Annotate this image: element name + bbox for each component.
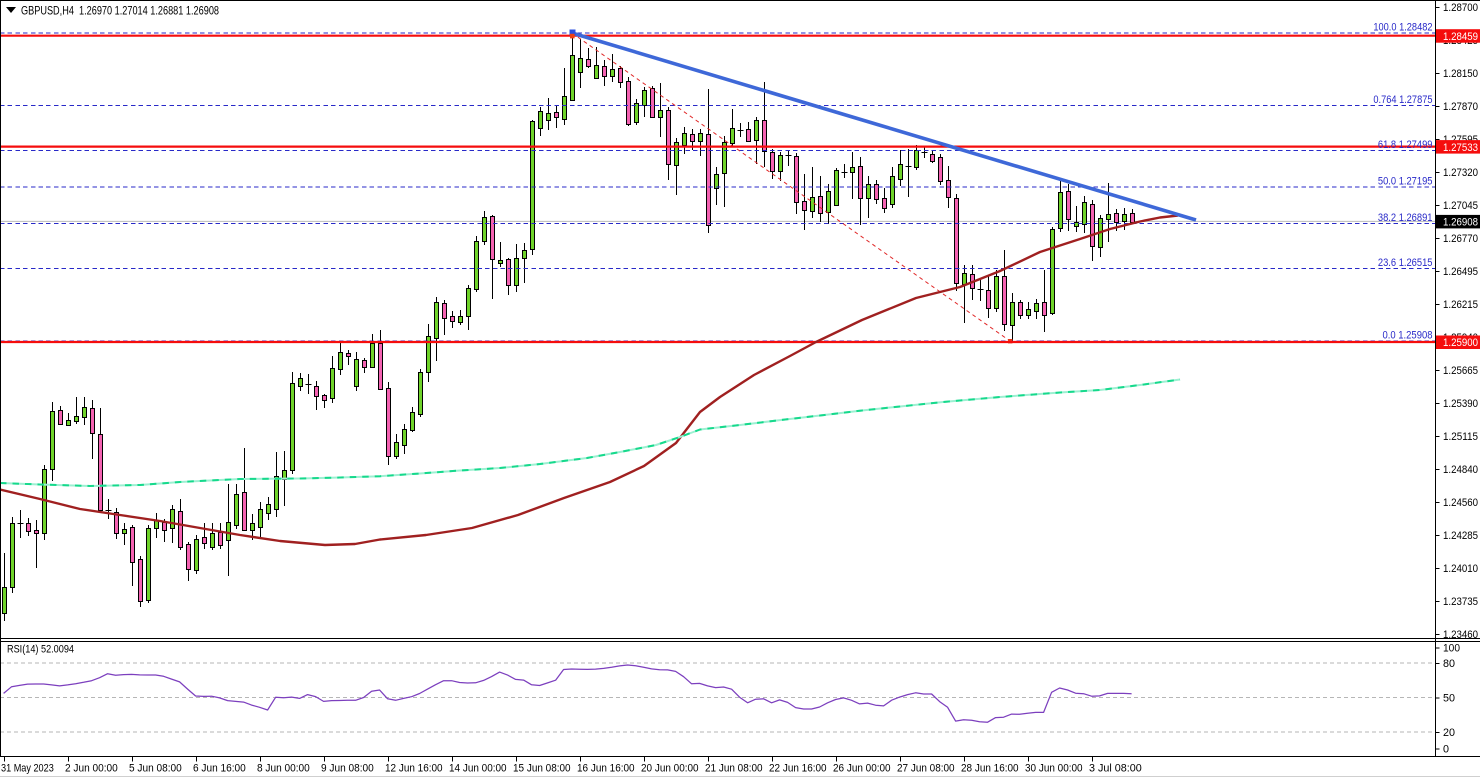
svg-text:1.24560: 1.24560 xyxy=(1443,497,1478,509)
svg-text:1.24010: 1.24010 xyxy=(1443,563,1478,575)
svg-text:30 Jun 00:00: 30 Jun 00:00 xyxy=(1025,763,1083,775)
svg-text:31 May 2023: 31 May 2023 xyxy=(1,763,54,775)
svg-text:1.24840: 1.24840 xyxy=(1443,464,1478,476)
svg-text:RSI(14) 52.0094: RSI(14) 52.0094 xyxy=(7,644,74,656)
svg-text:2 Jun 00:00: 2 Jun 00:00 xyxy=(65,763,118,775)
svg-text:8 Jun 00:00: 8 Jun 00:00 xyxy=(257,763,310,775)
svg-text:1.24285: 1.24285 xyxy=(1443,530,1478,542)
svg-text:1.27320: 1.27320 xyxy=(1443,167,1478,179)
svg-text:20 Jun 00:00: 20 Jun 00:00 xyxy=(641,763,699,775)
svg-text:14 Jun 00:00: 14 Jun 00:00 xyxy=(449,763,507,775)
svg-text:1.27045: 1.27045 xyxy=(1443,200,1478,212)
svg-text:3 Jul 08:00: 3 Jul 08:00 xyxy=(1089,763,1142,775)
svg-text:50: 50 xyxy=(1443,693,1455,705)
svg-text:1.28700: 1.28700 xyxy=(1443,2,1478,14)
svg-text:0.764 1.27875: 0.764 1.27875 xyxy=(1373,94,1432,106)
svg-text:1.26770: 1.26770 xyxy=(1443,233,1478,245)
svg-text:1.28459: 1.28459 xyxy=(1443,31,1478,43)
svg-text:0.0 1.25908: 0.0 1.25908 xyxy=(1383,330,1433,342)
svg-text:5 Jun 08:00: 5 Jun 08:00 xyxy=(129,763,182,775)
svg-text:6 Jun 16:00: 6 Jun 16:00 xyxy=(193,763,246,775)
svg-text:1.26495: 1.26495 xyxy=(1443,266,1478,278)
svg-text:80: 80 xyxy=(1443,658,1455,670)
svg-text:16 Jun 16:00: 16 Jun 16:00 xyxy=(577,763,635,775)
svg-text:20: 20 xyxy=(1443,727,1455,739)
svg-text:26 Jun 00:00: 26 Jun 00:00 xyxy=(833,763,891,775)
svg-text:1.28150: 1.28150 xyxy=(1443,68,1478,80)
svg-text:1.23460: 1.23460 xyxy=(1443,629,1478,641)
svg-text:61.8 1.27499: 61.8 1.27499 xyxy=(1378,139,1433,151)
svg-text:9 Jun 08:00: 9 Jun 08:00 xyxy=(321,763,374,775)
svg-text:15 Jun 08:00: 15 Jun 08:00 xyxy=(513,763,571,775)
svg-text:28 Jun 16:00: 28 Jun 16:00 xyxy=(961,763,1019,775)
svg-text:GBPUSD,H4 1.26970 1.27014 1.2: GBPUSD,H4 1.26970 1.27014 1.26881 1.2690… xyxy=(21,4,219,18)
svg-text:23.6 1.26515: 23.6 1.26515 xyxy=(1378,257,1433,269)
svg-text:1.26215: 1.26215 xyxy=(1443,299,1478,311)
svg-text:100.0 1.28482: 100.0 1.28482 xyxy=(1373,22,1432,34)
svg-text:1.25900: 1.25900 xyxy=(1443,337,1478,349)
svg-text:12 Jun 16:00: 12 Jun 16:00 xyxy=(385,763,443,775)
svg-text:22 Jun 16:00: 22 Jun 16:00 xyxy=(769,763,827,775)
svg-text:1.25665: 1.25665 xyxy=(1443,365,1478,377)
svg-text:50.0 1.27195: 50.0 1.27195 xyxy=(1378,176,1433,188)
svg-text:1.25390: 1.25390 xyxy=(1443,398,1478,410)
svg-text:0: 0 xyxy=(1443,744,1449,756)
svg-text:1.23735: 1.23735 xyxy=(1443,596,1478,608)
svg-text:27 Jun 08:00: 27 Jun 08:00 xyxy=(897,763,955,775)
svg-text:1.25115: 1.25115 xyxy=(1443,431,1478,443)
svg-text:21 Jun 08:00: 21 Jun 08:00 xyxy=(705,763,763,775)
svg-text:38.2 1.26891: 38.2 1.26891 xyxy=(1378,212,1433,224)
svg-text:1.27533: 1.27533 xyxy=(1443,142,1478,154)
svg-text:1.27870: 1.27870 xyxy=(1443,101,1478,113)
svg-text:100: 100 xyxy=(1443,643,1460,655)
svg-text:1.26908: 1.26908 xyxy=(1443,217,1478,229)
